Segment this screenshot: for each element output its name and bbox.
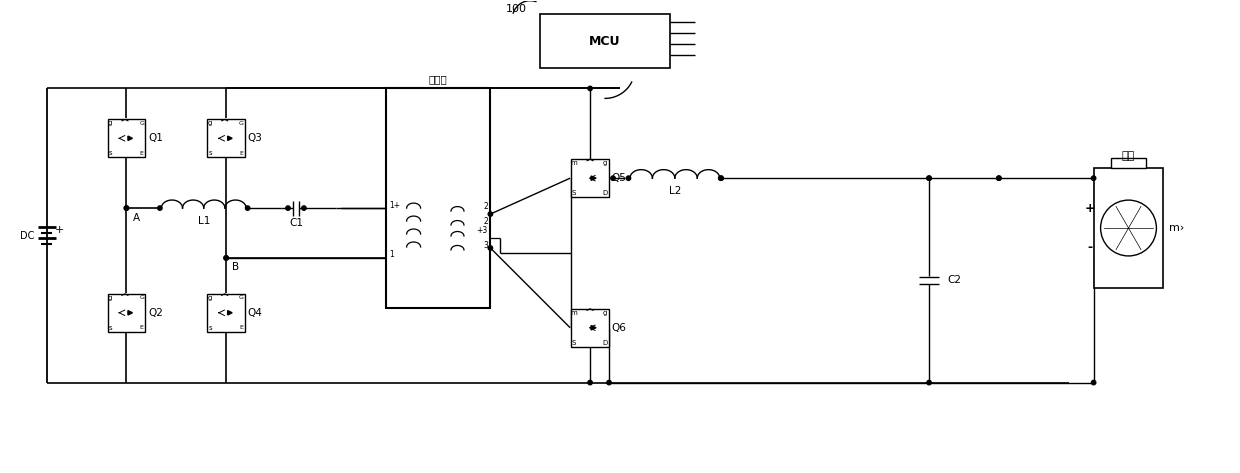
Circle shape: [1091, 380, 1096, 385]
Text: B: B: [232, 262, 239, 272]
Bar: [572, 309, 609, 347]
Text: m: m: [570, 160, 578, 166]
Text: 变压器: 变压器: [429, 74, 448, 85]
Text: s: s: [108, 325, 112, 331]
Text: s: s: [108, 150, 112, 157]
Text: 100: 100: [506, 4, 526, 14]
Text: +3: +3: [476, 226, 487, 235]
Circle shape: [301, 206, 306, 210]
Circle shape: [606, 380, 611, 385]
Circle shape: [285, 206, 290, 210]
Text: L2: L2: [668, 186, 681, 196]
Text: E: E: [239, 325, 243, 331]
Circle shape: [246, 206, 249, 210]
Text: 1+: 1+: [389, 201, 401, 210]
Circle shape: [626, 176, 631, 180]
Text: g: g: [208, 295, 212, 301]
Text: -: -: [1087, 241, 1092, 254]
Text: g: g: [603, 160, 608, 166]
Text: C1: C1: [289, 218, 303, 228]
Circle shape: [124, 206, 129, 210]
Circle shape: [157, 206, 162, 210]
Text: 3: 3: [484, 242, 487, 251]
Circle shape: [926, 176, 931, 180]
Text: g: g: [108, 120, 113, 126]
Circle shape: [1091, 176, 1096, 180]
Text: g: g: [603, 309, 608, 315]
Bar: [1111, 158, 1146, 168]
Text: L1: L1: [197, 216, 210, 226]
Text: m: m: [570, 309, 578, 315]
Circle shape: [588, 380, 593, 385]
Bar: [108, 119, 145, 157]
Text: +: +: [55, 225, 64, 235]
Text: +: +: [1084, 201, 1095, 215]
Text: s: s: [208, 150, 212, 157]
Text: E: E: [140, 325, 144, 331]
Text: S: S: [572, 190, 577, 196]
Text: g: g: [108, 295, 113, 301]
Circle shape: [718, 176, 723, 180]
Polygon shape: [591, 325, 596, 330]
Polygon shape: [228, 136, 232, 140]
Text: 1: 1: [389, 250, 394, 260]
Circle shape: [224, 256, 228, 260]
Bar: [572, 159, 609, 197]
Text: A: A: [133, 213, 140, 223]
Text: Q4: Q4: [248, 308, 263, 318]
Text: Q2: Q2: [148, 308, 162, 318]
Text: Q5: Q5: [611, 173, 626, 183]
Text: 2: 2: [484, 201, 487, 210]
Bar: [108, 294, 145, 332]
Text: G: G: [239, 121, 244, 126]
Circle shape: [926, 380, 931, 385]
Circle shape: [719, 176, 723, 180]
Text: s: s: [208, 325, 212, 331]
Polygon shape: [128, 311, 133, 315]
Text: g: g: [208, 120, 212, 126]
Text: Q1: Q1: [148, 133, 162, 143]
Text: G: G: [139, 121, 144, 126]
Text: 2: 2: [484, 217, 487, 226]
Text: E: E: [239, 151, 243, 156]
Text: E: E: [140, 151, 144, 156]
Polygon shape: [228, 311, 232, 315]
Circle shape: [611, 176, 615, 180]
Bar: [207, 294, 246, 332]
Circle shape: [489, 212, 492, 216]
Bar: [1094, 168, 1163, 288]
Text: D: D: [603, 340, 608, 346]
Circle shape: [489, 246, 492, 250]
Circle shape: [224, 256, 228, 260]
Text: DC: DC: [20, 230, 33, 240]
Text: G: G: [239, 295, 244, 300]
Polygon shape: [591, 176, 596, 180]
Circle shape: [997, 176, 1001, 180]
Circle shape: [926, 176, 931, 180]
Bar: [207, 119, 246, 157]
Circle shape: [997, 176, 1001, 180]
Text: Q3: Q3: [248, 133, 263, 143]
Text: S: S: [572, 340, 577, 346]
Text: D: D: [603, 190, 608, 196]
Bar: [541, 14, 670, 69]
Circle shape: [124, 206, 129, 210]
Text: m›: m›: [1169, 223, 1184, 233]
Text: Q6: Q6: [611, 323, 626, 333]
Text: 电池: 电池: [1122, 151, 1135, 161]
Text: MCU: MCU: [589, 35, 621, 48]
Text: C2: C2: [947, 275, 961, 285]
Circle shape: [588, 86, 593, 91]
Bar: [386, 88, 490, 308]
Text: G: G: [139, 295, 144, 300]
Polygon shape: [128, 136, 133, 140]
